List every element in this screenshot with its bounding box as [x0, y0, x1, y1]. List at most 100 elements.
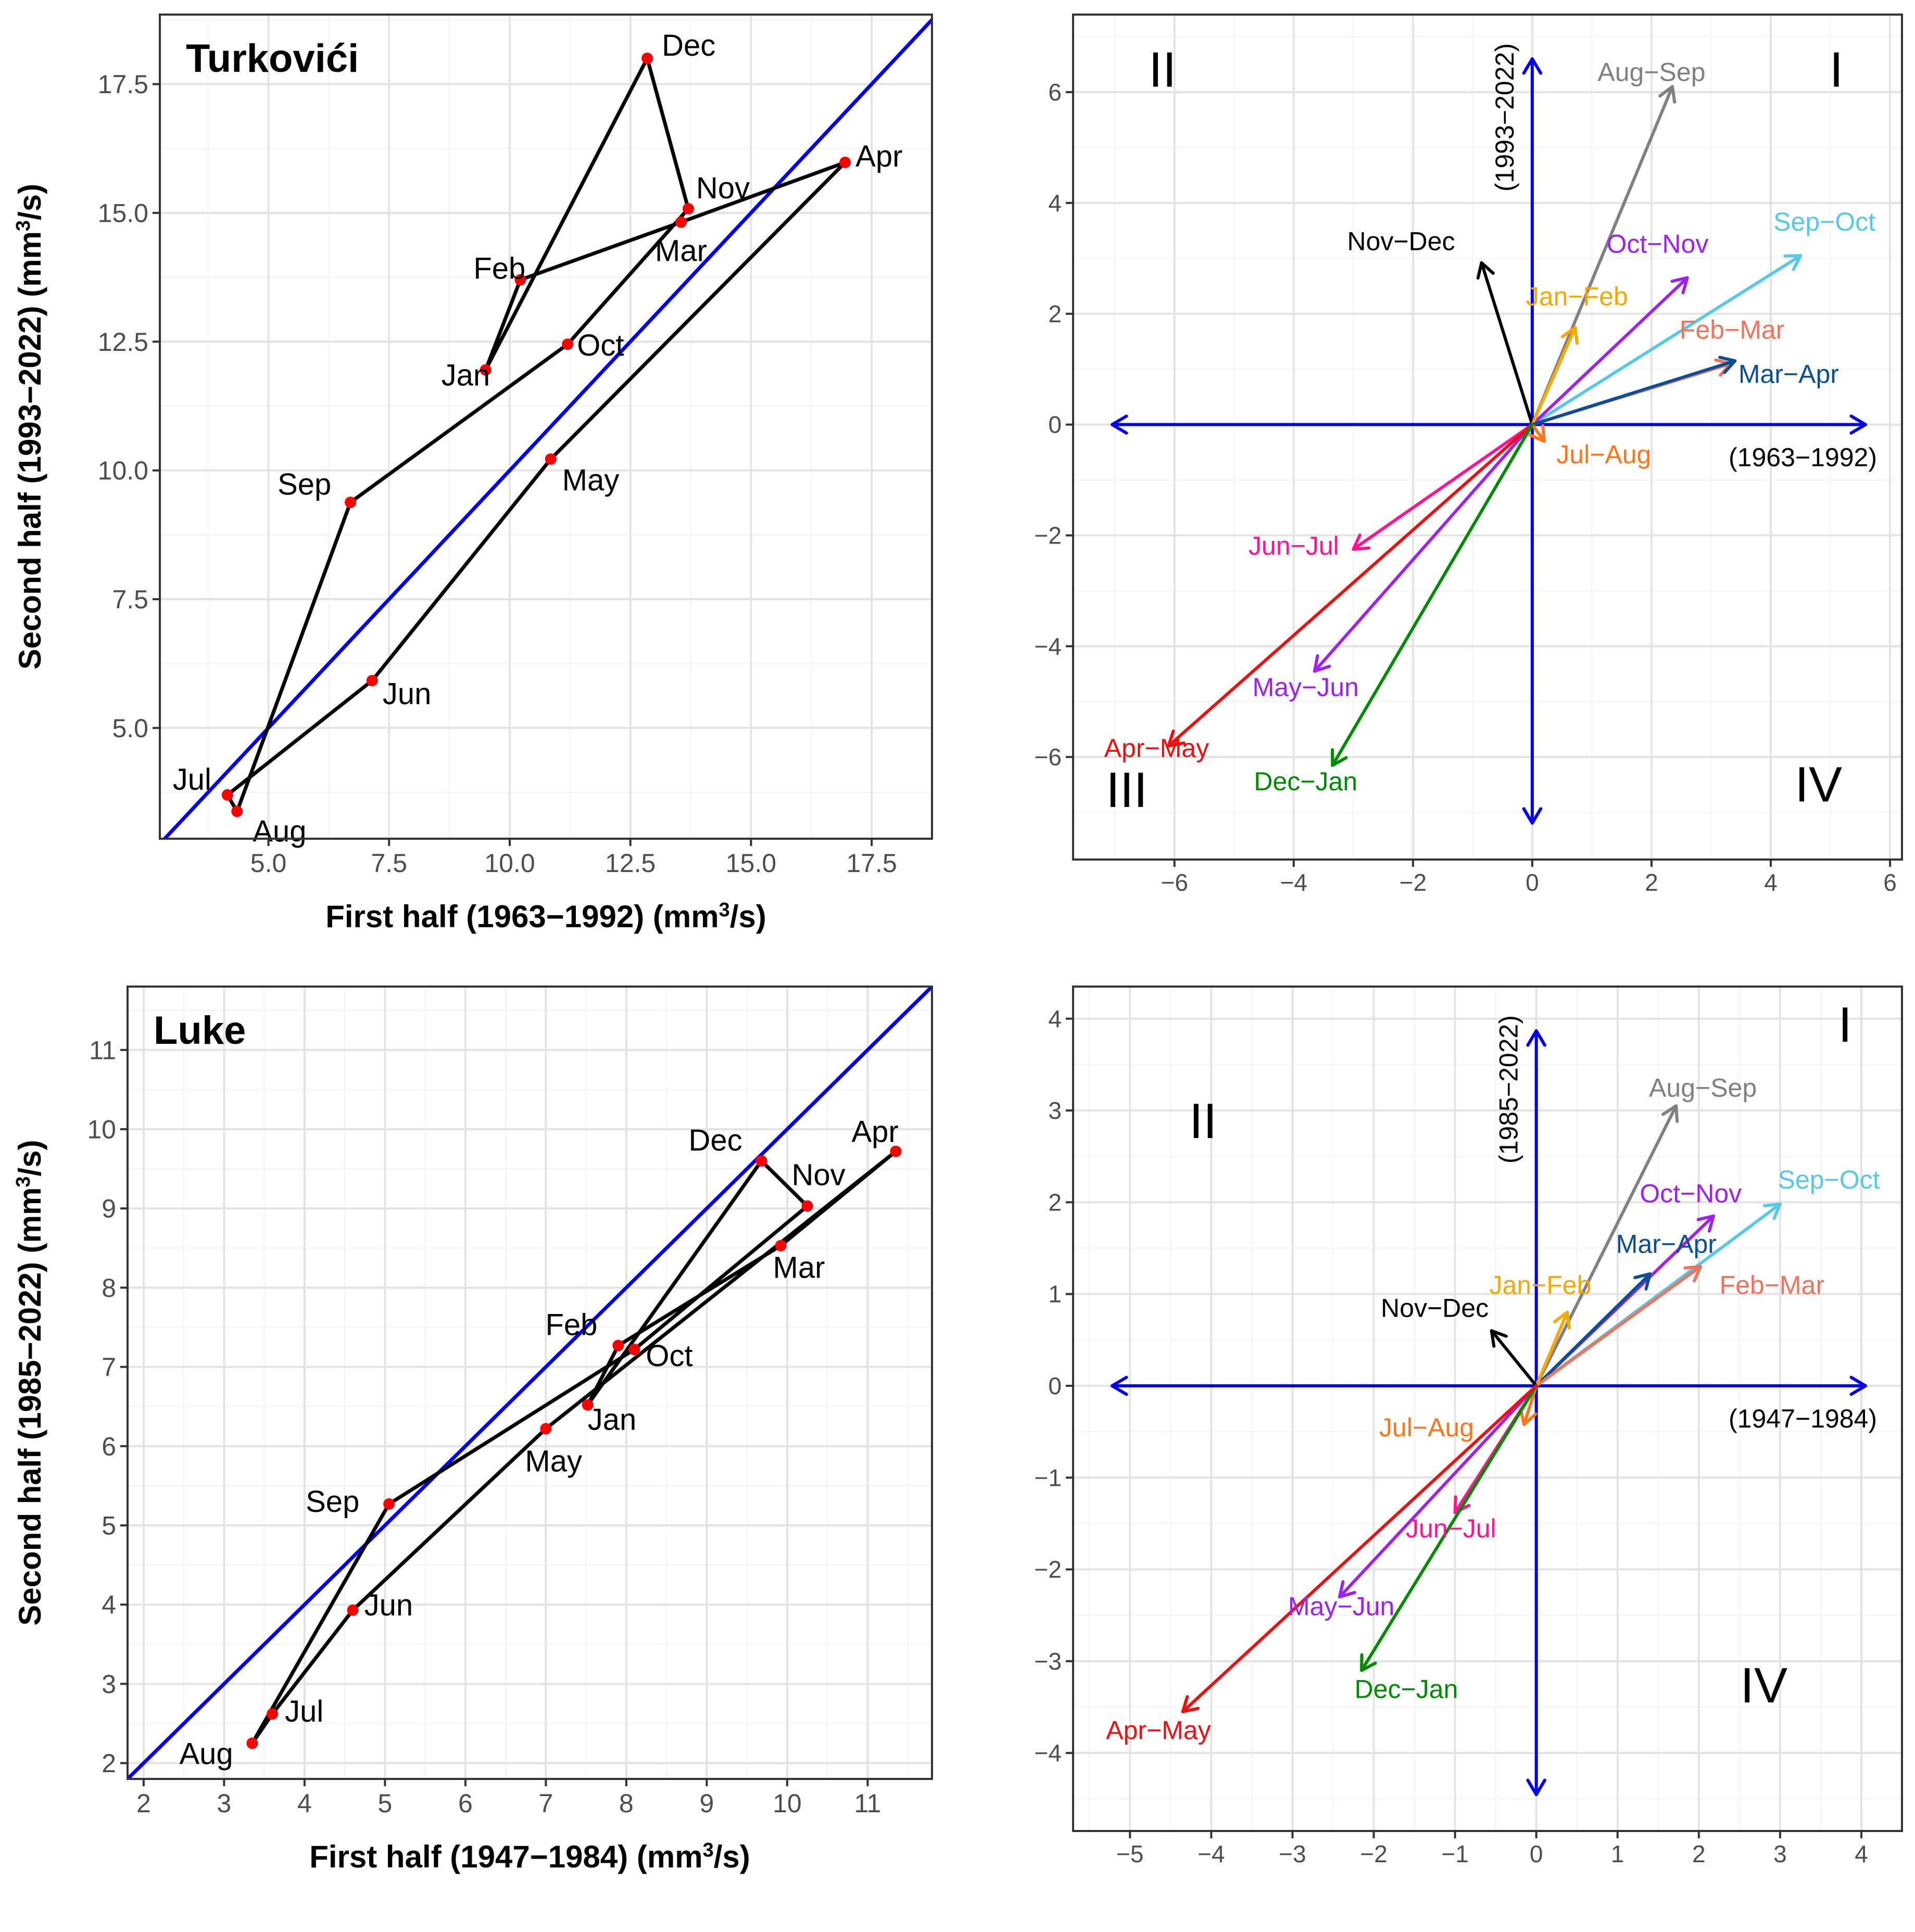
x-tick-label: −3: [1279, 1840, 1306, 1867]
vector-aug-sep: [1534, 1104, 1679, 1387]
vector-label-sep-oct: Sep−Oct: [1778, 1165, 1880, 1194]
vector-label-jan-feb: Jan−Feb: [1489, 1271, 1591, 1300]
vector-jun-jul: [1352, 423, 1534, 551]
y-tick-label: −4: [1035, 1739, 1062, 1766]
vector-jun-jul-head: [1352, 533, 1371, 551]
vector-mar-apr: [1534, 1272, 1652, 1387]
vector-jun-jul-head: [1453, 1495, 1471, 1514]
x-tick-label: −5: [1116, 1840, 1143, 1867]
vector-oct-nov-head: [1670, 276, 1689, 295]
vector-label-feb-mar: Feb−Mar: [1680, 315, 1784, 345]
quadrant-ii: II: [1149, 42, 1176, 97]
y-tick-label: 15.0: [98, 198, 148, 228]
vector-dec-jan-head: [1360, 1653, 1377, 1672]
vector-jan-feb: [1530, 326, 1579, 426]
x-tick-label: −4: [1198, 1840, 1225, 1867]
label-jun: Jun: [364, 1588, 413, 1622]
y-axis-title: Second half (1985−2022) (mm3/s): [12, 1140, 47, 1625]
y-axis-title: Second half (1993−2022) (mm3/s): [12, 184, 47, 670]
label-nov: Nov: [696, 171, 750, 205]
y-tick-label: −2: [1035, 1556, 1062, 1583]
point-aug: [246, 1737, 258, 1749]
plot-background: [1073, 15, 1902, 860]
vector-label-jan-feb: Jan−Feb: [1526, 282, 1628, 311]
y-tick-label: −2: [1035, 522, 1062, 549]
label-mar: Mar: [773, 1251, 825, 1285]
vector-label-aug-sep: Aug−Sep: [1649, 1074, 1757, 1103]
vector-jun-jul-shaft: [1352, 423, 1534, 551]
x-tick-label: −2: [1360, 1840, 1387, 1867]
x-tick-label: 2: [1645, 869, 1658, 896]
y-tick-label: 6: [1048, 79, 1062, 106]
vector-label-mar-apr: Mar−Apr: [1738, 360, 1839, 389]
turkovici-scatter-panel: Jan Feb Mar Apr May Jun Jul Aug Sep Oct Nov Dec 5.0 7…: [12, 14, 933, 934]
vector-jul-aug-shaft: [1522, 1384, 1538, 1426]
vector-dec-jan-head: [1331, 748, 1348, 767]
vector-label-oct-nov: Oct−Nov: [1640, 1179, 1742, 1208]
point-sep: [383, 1498, 395, 1510]
identity-line: [162, 17, 932, 839]
point-apr: [890, 1145, 902, 1157]
identity-line: [128, 987, 932, 1779]
vector-label-mar-apr: Mar−Apr: [1616, 1229, 1717, 1258]
vector-mar-apr-shaft: [1530, 359, 1737, 426]
quadrant-ii: II: [1189, 1093, 1217, 1149]
vector-apr-may-shaft: [1167, 423, 1534, 748]
x-tick-label: 9: [699, 1789, 714, 1818]
vector-apr-may-head: [1181, 1695, 1200, 1713]
point-nov: [801, 1200, 813, 1212]
y-tick-label: 7.5: [112, 585, 148, 614]
label-dec: Dec: [662, 29, 715, 62]
vector-aug-sep-head: [1661, 1104, 1679, 1123]
label-oct: Oct: [577, 329, 624, 362]
x-tick-label: 11: [854, 1789, 881, 1818]
vector-nov-dec: [1476, 261, 1534, 426]
vector-nov-dec-shaft: [1490, 1329, 1538, 1387]
label-jan: Jan: [588, 1403, 637, 1437]
label-nov: Nov: [792, 1158, 846, 1192]
x-axis-title: First half (1963−1992) (mm3/s): [325, 899, 766, 934]
luke-vector-panel: (1947−1984)(1985−2022) IIIIVAug−SepSep−Oc…: [1035, 986, 1903, 1867]
x-tick-label: 4: [297, 1789, 312, 1818]
station-title: Turkovići: [186, 36, 359, 81]
point-nov: [682, 203, 694, 214]
label-aug: Aug: [253, 815, 306, 849]
label-jul: Jul: [285, 1695, 323, 1728]
point-mar: [675, 216, 687, 228]
y-tick-label: 4: [1048, 190, 1062, 217]
y-tick-label: 5: [102, 1511, 116, 1540]
luke-scatter-panel: Jan Feb Mar Apr May Jun Jul Aug Sep Oct Nov Dec 2 3 4 5…: [12, 986, 933, 1874]
label-jul: Jul: [173, 763, 211, 797]
y-tick-label: 5.0: [112, 714, 148, 743]
vector-nov-dec-shaft: [1480, 261, 1534, 426]
x-tick-label: 12.5: [605, 849, 656, 878]
vector-nov-dec-head: [1490, 1329, 1508, 1348]
y-tick-label: 12.5: [98, 327, 148, 357]
y-axis-arrow-down-head: [1522, 807, 1543, 825]
vector-sep-oct: [1530, 254, 1803, 426]
x-axis-arrow-left: [1111, 1375, 1538, 1396]
x-tick-label: 10.0: [484, 849, 535, 878]
vector-apr-may: [1167, 423, 1534, 748]
vector-jul-aug-head: [1528, 424, 1546, 443]
point-dec: [755, 1155, 767, 1167]
x-axis-arrow-right: [1530, 414, 1867, 435]
y-axis-arrow-down-head: [1526, 1778, 1546, 1796]
x-tick-label: 4: [1764, 869, 1778, 896]
x-period-label: (1947−1984): [1729, 1404, 1877, 1433]
label-jan: Jan: [442, 359, 490, 393]
point-may: [540, 1423, 552, 1435]
y-tick-label: −3: [1035, 1648, 1062, 1675]
label-sep: Sep: [278, 468, 331, 501]
x-axis-title: First half (1947−1984) (mm3/s): [309, 1839, 750, 1874]
vector-label-aug-sep: Aug−Sep: [1597, 58, 1705, 87]
y-tick-label: −4: [1035, 633, 1062, 660]
vector-mar-apr-head: [1718, 356, 1737, 374]
vector-apr-may-head: [1167, 729, 1186, 748]
quadrant-iii: III: [1106, 762, 1148, 818]
vector-jan-feb-shaft: [1530, 326, 1577, 426]
quadrant-iv: IV: [1795, 756, 1842, 812]
vector-jan-feb-shaft: [1534, 1310, 1569, 1387]
x-axis-arrow-right-head: [1849, 414, 1867, 435]
